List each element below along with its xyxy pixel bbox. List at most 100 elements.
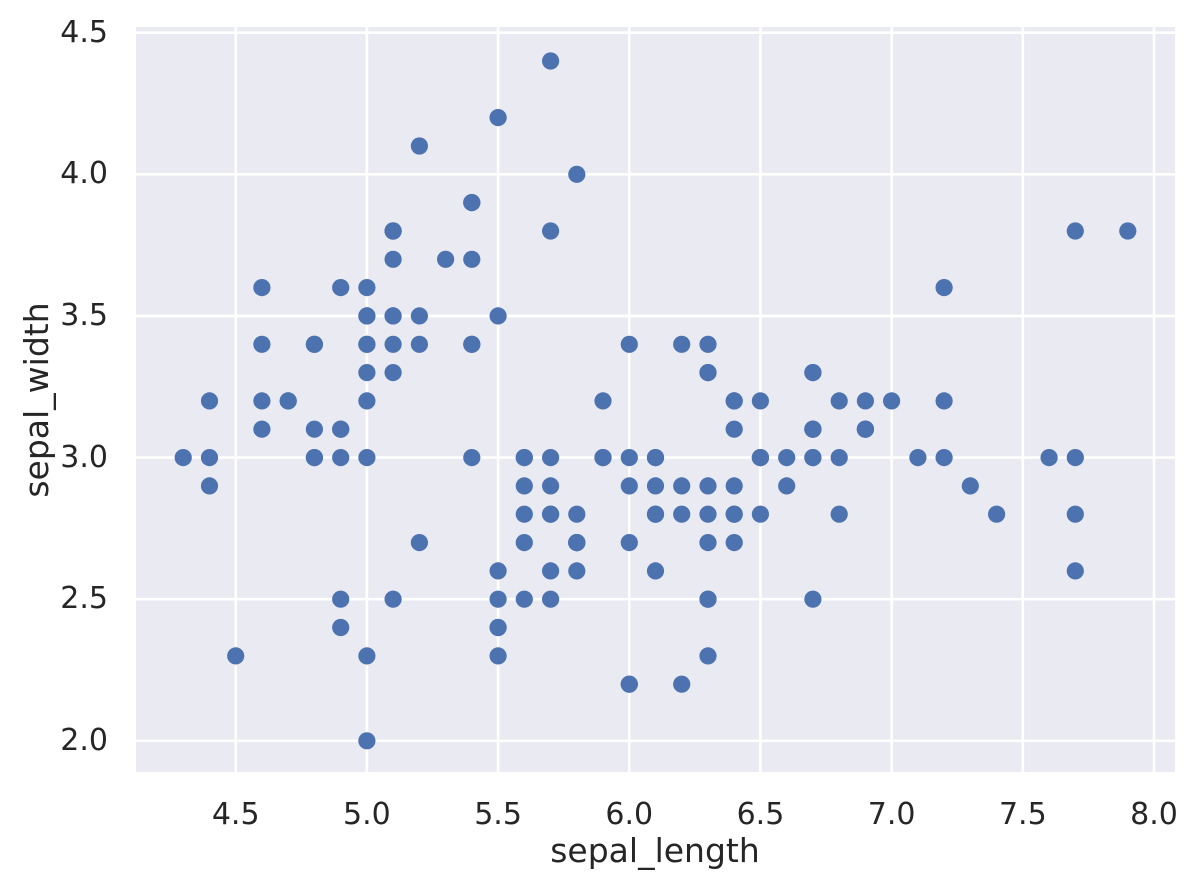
data-point [646,505,665,523]
data-point [463,449,481,467]
data-point [279,392,297,410]
data-point [463,335,481,353]
data-point [804,449,822,467]
data-point [332,590,350,608]
data-point [305,449,323,467]
data-point [384,364,402,382]
data-point [463,250,481,268]
data-point [515,534,533,552]
data-point [725,505,743,523]
data-point [804,364,822,382]
data-point [935,279,953,297]
data-point [542,222,560,240]
y-tick-label: 4.5 [60,14,108,50]
data-point [515,590,533,608]
axes-background [136,27,1175,772]
data-point [1040,449,1058,467]
data-point [384,307,402,325]
data-point [515,449,533,467]
data-point [489,109,507,127]
data-point [883,392,901,410]
data-point [830,505,848,523]
data-point [568,534,586,552]
data-point [174,449,192,467]
data-point [699,590,717,608]
data-point [935,392,953,410]
data-point [332,449,350,467]
data-point [384,590,402,608]
x-tick-label: 6.5 [736,797,785,832]
data-point [332,618,350,637]
data-point [384,335,402,353]
y-tick-label: 3.5 [60,297,108,333]
y-tick-label: 2.0 [60,722,108,758]
data-point [594,392,612,410]
data-point [699,364,717,382]
data-point [253,279,271,297]
data-point [384,250,402,268]
data-point [673,477,691,495]
data-point [778,449,796,467]
data-point [227,647,245,665]
data-point [594,449,612,467]
y-tick-label: 4.0 [60,156,108,192]
x-tick-label: 5.5 [474,797,522,832]
data-point [856,420,875,438]
data-point [437,250,455,268]
data-point [542,449,560,467]
data-point [725,477,743,495]
data-point [751,449,770,467]
data-point [253,335,271,353]
x-tick-label: 6.0 [605,797,654,832]
data-point [673,505,691,523]
data-point [489,618,507,637]
data-point [830,392,848,410]
data-point [253,392,271,410]
data-point [515,477,533,495]
data-point [725,534,743,552]
data-point [489,647,507,665]
data-point [620,534,638,552]
data-point [988,505,1006,523]
data-point [489,590,507,608]
data-point [935,449,953,467]
data-point [542,52,560,70]
data-point [200,477,219,495]
data-point [699,335,717,353]
data-point [358,392,376,410]
x-axis-title: sepal_length [550,831,760,870]
data-point [1066,505,1084,523]
y-tick-label: 3.0 [60,439,108,475]
data-point [673,675,691,693]
data-point [542,590,560,608]
y-axis-title: sepal_width [17,302,56,498]
data-point [725,420,743,438]
data-point [542,562,560,580]
data-point [699,505,717,523]
data-point [305,420,323,438]
data-point [751,505,770,523]
data-point [463,194,481,212]
y-tick-label: 2.5 [60,581,108,617]
data-point [358,307,376,325]
data-point [830,449,848,467]
data-point [410,307,428,325]
x-tick-label: 7.5 [998,797,1047,832]
data-point [253,420,271,438]
data-point [1066,449,1084,467]
data-point [856,392,875,410]
data-point [778,477,796,495]
data-point [305,335,323,353]
data-point [358,279,376,297]
x-tick-label: 4.5 [211,797,260,832]
data-point [620,335,638,353]
x-tick-label: 5.0 [343,797,391,832]
data-point [332,279,350,297]
data-point [489,562,507,580]
data-point [961,477,979,495]
data-point [410,137,428,155]
data-point [542,477,560,495]
data-point [515,505,533,523]
data-point [568,505,586,523]
